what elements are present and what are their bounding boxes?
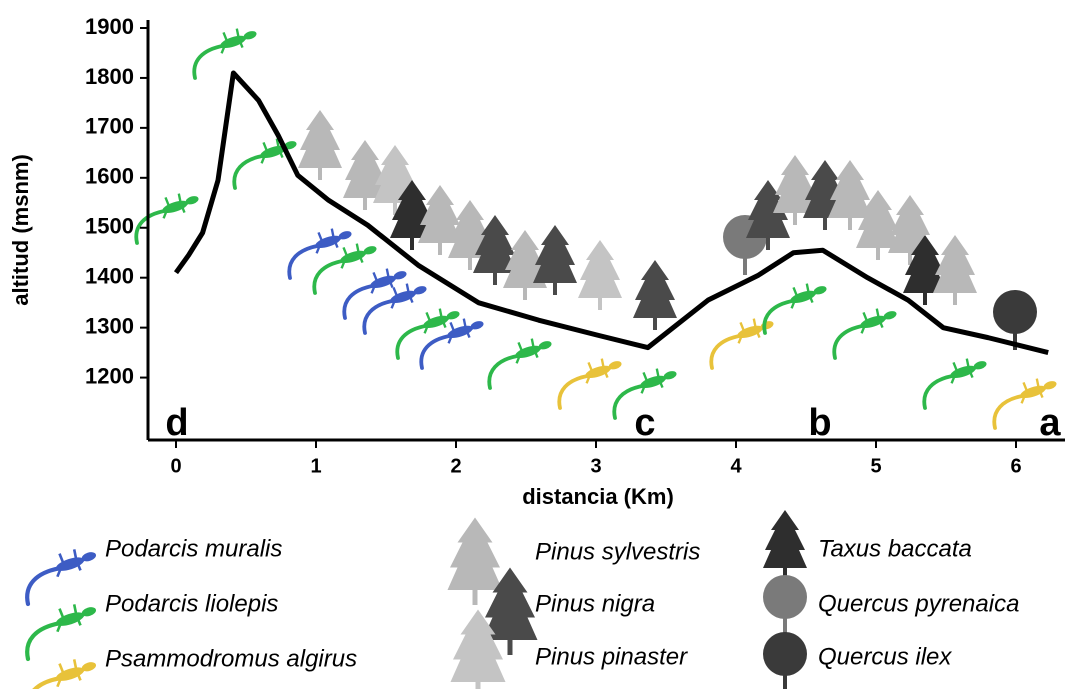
tree-crown xyxy=(933,235,977,293)
lizard-icon xyxy=(764,284,827,333)
y-tick-label: 1400 xyxy=(85,264,134,289)
legend-label: Psammodromus algirus xyxy=(105,645,357,672)
legend-label: Taxus baccata xyxy=(818,535,972,562)
y-tick-label: 1300 xyxy=(85,313,134,338)
y-tick-label: 1500 xyxy=(85,214,134,239)
tree-icon xyxy=(578,240,622,310)
lizard-icon xyxy=(559,359,622,408)
legend-label: Pinus pinaster xyxy=(535,643,688,670)
chart: altitud (msnm) distancia (Km) 1200130014… xyxy=(0,0,1076,689)
lizard-icon xyxy=(194,29,257,78)
x-axis-label: distancia (Km) xyxy=(522,484,674,509)
tree-crown xyxy=(533,225,577,283)
lizard-icon xyxy=(234,139,297,188)
tree-crown xyxy=(993,290,1037,334)
tree-icon xyxy=(933,235,977,305)
lizard-icon xyxy=(489,339,552,388)
x-tick-label: 5 xyxy=(870,455,881,477)
lizard-icon xyxy=(27,549,97,604)
x-tick-label: 0 xyxy=(170,455,181,477)
tree-crown xyxy=(448,518,503,591)
legend-label: Pinus sylvestris xyxy=(535,538,700,565)
tree-icon xyxy=(763,632,807,689)
y-tick-label: 1600 xyxy=(85,164,134,189)
lizard-icon xyxy=(136,194,199,243)
site-label: c xyxy=(634,402,655,444)
x-tick-label: 1 xyxy=(310,455,321,477)
x-tick-label: 4 xyxy=(730,455,742,477)
legend-label: Podarcis liolepis xyxy=(105,590,278,617)
lizard-icon xyxy=(27,604,97,659)
tree-icon xyxy=(763,510,807,580)
y-axis-label: altitud (msnm) xyxy=(8,154,33,306)
lizard-icon xyxy=(834,309,897,358)
tree-crown xyxy=(763,575,807,619)
y-tick-label: 1700 xyxy=(85,114,134,139)
tree-icon xyxy=(633,260,677,330)
tree-icon xyxy=(763,575,807,635)
legend-label: Podarcis muralis xyxy=(105,535,282,562)
y-tick-label: 1800 xyxy=(85,64,134,89)
legend-label: Quercus pyrenaica xyxy=(818,590,1019,617)
decorations xyxy=(136,29,1057,428)
tree-crown xyxy=(298,110,342,168)
site-label: d xyxy=(165,402,188,444)
tree-icon xyxy=(298,110,342,180)
tree-crown xyxy=(633,260,677,318)
site-label: b xyxy=(808,402,831,444)
y-tick-label: 1200 xyxy=(85,363,134,388)
site-label: a xyxy=(1039,402,1061,444)
lizard-icon xyxy=(344,269,407,318)
tree-crown xyxy=(763,632,807,676)
legend-label: Quercus ilex xyxy=(818,643,952,670)
x-tick-label: 2 xyxy=(450,455,461,477)
lizard-icon xyxy=(27,659,97,689)
x-tick-label: 6 xyxy=(1010,455,1021,477)
lizard-icon xyxy=(924,359,987,408)
legend-label: Pinus nigra xyxy=(535,590,655,617)
x-tick-label: 3 xyxy=(590,455,601,477)
y-tick-label: 1900 xyxy=(85,14,134,39)
tree-crown xyxy=(763,510,807,568)
tree-crown xyxy=(578,240,622,298)
